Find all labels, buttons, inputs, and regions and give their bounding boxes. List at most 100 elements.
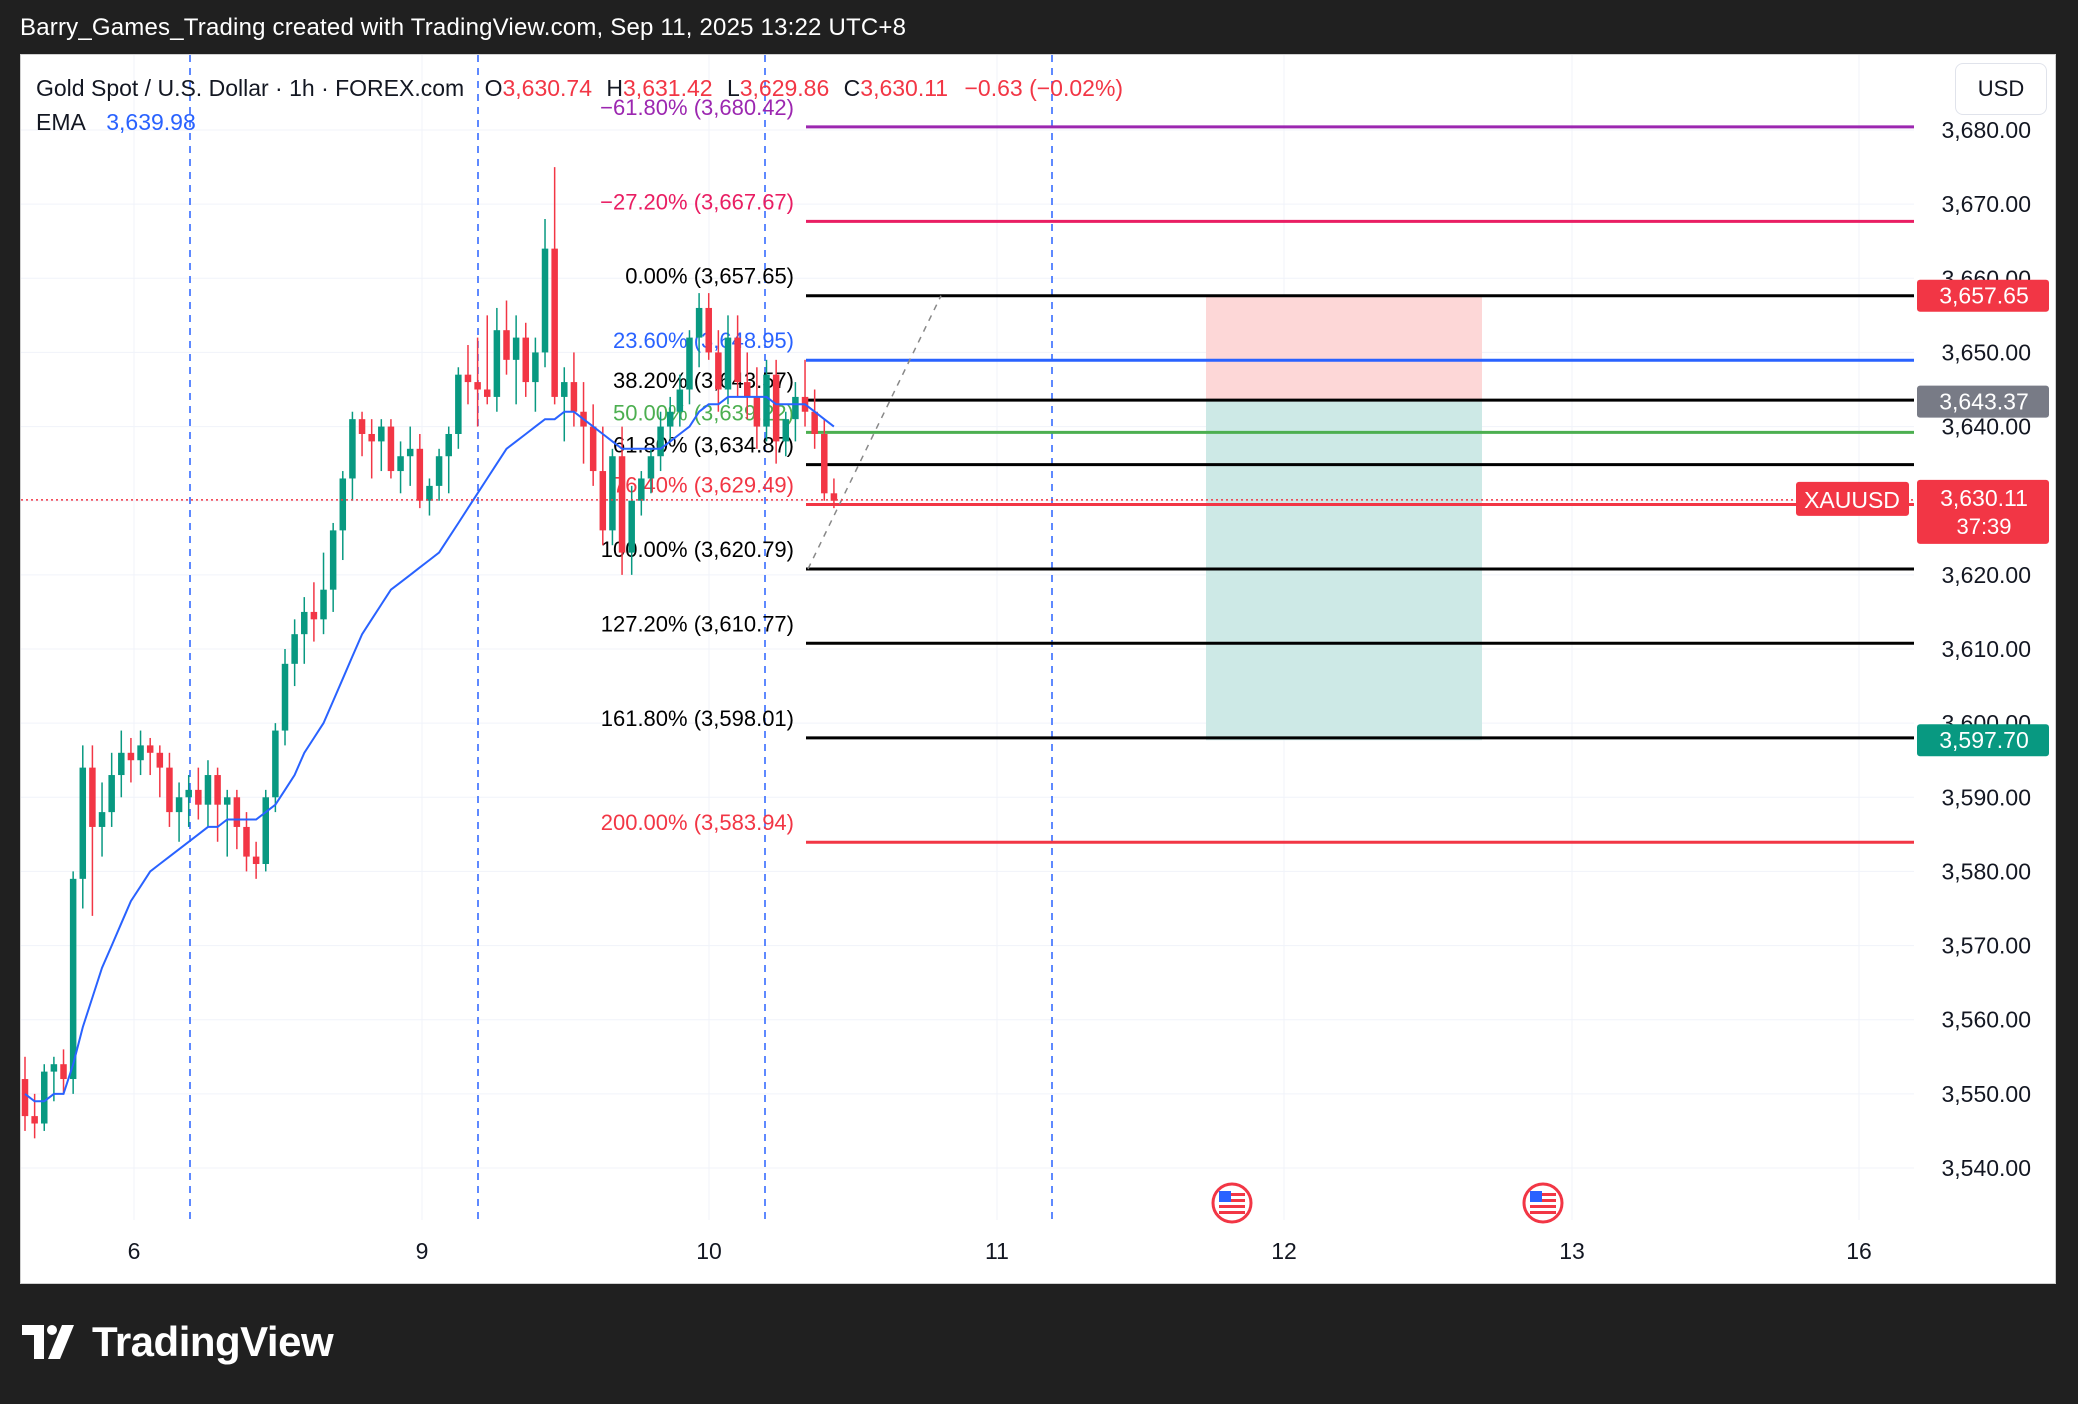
y-axis-tick-label: 3,570.00 (1941, 933, 2031, 959)
candle-body (589, 426, 597, 472)
candle-body (483, 389, 491, 397)
tradingview-logo: TradingView (22, 1318, 334, 1366)
candle-body (349, 419, 356, 479)
candle-body (657, 426, 664, 457)
candle-body (252, 856, 260, 865)
candle-body (638, 478, 645, 501)
candle-body (445, 433, 452, 457)
fib-level-label: 61.80% (3,634.87) (613, 433, 794, 458)
high-label: H (606, 75, 624, 101)
candle-body (551, 248, 558, 397)
y-axis-tick-label: 3,620.00 (1941, 562, 2031, 588)
flag-canton (1530, 1191, 1542, 1202)
currency-button[interactable]: USD (1955, 63, 2047, 115)
fib-level-label: 200.00% (3,583.94) (601, 810, 794, 835)
candle-body (734, 337, 741, 383)
y-axis-tick-label: 3,670.00 (1941, 191, 2031, 217)
y-axis-tick-label: 3,560.00 (1941, 1007, 2031, 1033)
close-label: C (843, 75, 861, 101)
candle-body (301, 611, 308, 635)
symbol-description[interactable]: Gold Spot / U.S. Dollar · 1h · FOREX.com (36, 75, 465, 101)
candle-body (416, 448, 424, 501)
candle-body (233, 797, 241, 827)
candle-body (426, 485, 433, 501)
candle-body (329, 530, 337, 590)
candle-body (830, 493, 838, 501)
candle-body (21, 1079, 29, 1117)
candle-body (821, 433, 828, 494)
x-axis-tick-label: 16 (1846, 1238, 1872, 1264)
candle-body (435, 456, 443, 486)
candle-body (387, 426, 395, 472)
candle-body (378, 426, 385, 442)
close-value: 3,630.11 (860, 75, 949, 101)
candle-body (705, 307, 712, 353)
brand-name: TradingView (92, 1318, 334, 1365)
fib-level-label: 161.80% (3,598.01) (601, 706, 794, 731)
candle-body (532, 352, 539, 383)
chart-caption: Barry_Games_Trading created with Trading… (20, 14, 907, 41)
candle-body (339, 478, 347, 531)
candle-body (753, 396, 761, 427)
price-axis (1914, 55, 2055, 1283)
fib-trendline (807, 295, 942, 570)
candle-body (406, 448, 414, 457)
candle-body (782, 419, 790, 442)
candle-body (175, 797, 183, 813)
flag-stripe (1530, 1211, 1556, 1214)
ema-row: EMA 3,639.98 (36, 105, 1123, 139)
x-axis-tick-label: 11 (985, 1238, 1009, 1264)
candle-body (744, 382, 751, 397)
y-axis-tick-label: 3,590.00 (1941, 784, 2031, 810)
candle-body (474, 382, 481, 390)
candle-body (50, 1064, 58, 1072)
candle-body (281, 663, 289, 731)
last-price-tag-bg (1917, 479, 2049, 544)
y-axis-tick-label: 3,640.00 (1941, 414, 2031, 440)
chart-frame[interactable]: 6 9 10 11 12 13 16 −61.80% (3,680.42) −27.20% (3… (20, 54, 2056, 1284)
candle-body (41, 1071, 48, 1124)
candle-body (185, 789, 192, 798)
candle-body (455, 374, 462, 434)
candle-body (60, 1064, 67, 1080)
low-value: 3,629.86 (739, 75, 830, 101)
chart-legend: Gold Spot / U.S. Dollar · 1h · FOREX.com… (36, 71, 1123, 139)
ema-label[interactable]: EMA (36, 109, 86, 135)
candle-body (666, 411, 674, 427)
candle-body (166, 767, 173, 813)
candle-body (108, 775, 115, 813)
candle-body (204, 775, 212, 805)
candle-body (358, 419, 366, 434)
candle-body (792, 396, 799, 420)
x-axis-tick-label: 13 (1559, 1238, 1585, 1264)
tradingview-logo-icon (22, 1325, 74, 1359)
last-price-value: 3,630.11 (1940, 485, 2028, 511)
candle-body (512, 337, 520, 360)
ohlc-row: Gold Spot / U.S. Dollar · 1h · FOREX.com… (36, 71, 1123, 105)
fib-level-label: 127.20% (3,610.77) (601, 611, 794, 636)
candle-body (772, 374, 780, 442)
price-chart[interactable]: 6 9 10 11 12 13 16 −61.80% (3,680.42) −27.20% (3… (21, 55, 2056, 1284)
candle-body (272, 730, 279, 798)
flag-stripe (1530, 1193, 1556, 1196)
candle-body (98, 812, 106, 827)
candle-body (647, 456, 655, 479)
us-flag-event-icon[interactable] (1211, 1182, 1253, 1224)
x-axis-tick-label: 12 (1271, 1238, 1297, 1264)
candle-body (464, 374, 472, 383)
x-axis-tick-label: 9 (416, 1238, 429, 1264)
candle-body (214, 775, 221, 805)
fib-level-label: −61.80% (3,680.42) (600, 95, 794, 120)
low-label: L (726, 75, 740, 101)
flag-stripe (1219, 1193, 1245, 1196)
ema-line (24, 395, 835, 1103)
bar-countdown: 37:39 (1956, 514, 2011, 539)
us-flag-event-icon[interactable] (1522, 1182, 1564, 1224)
flag-stripe (1530, 1205, 1556, 1208)
candle-body (223, 797, 231, 805)
candle-body (146, 745, 154, 753)
candle-body (676, 389, 684, 412)
high-value: 3,631.42 (623, 75, 713, 101)
candle-body (618, 456, 626, 553)
entry-price-tag-bg (1917, 385, 2049, 418)
